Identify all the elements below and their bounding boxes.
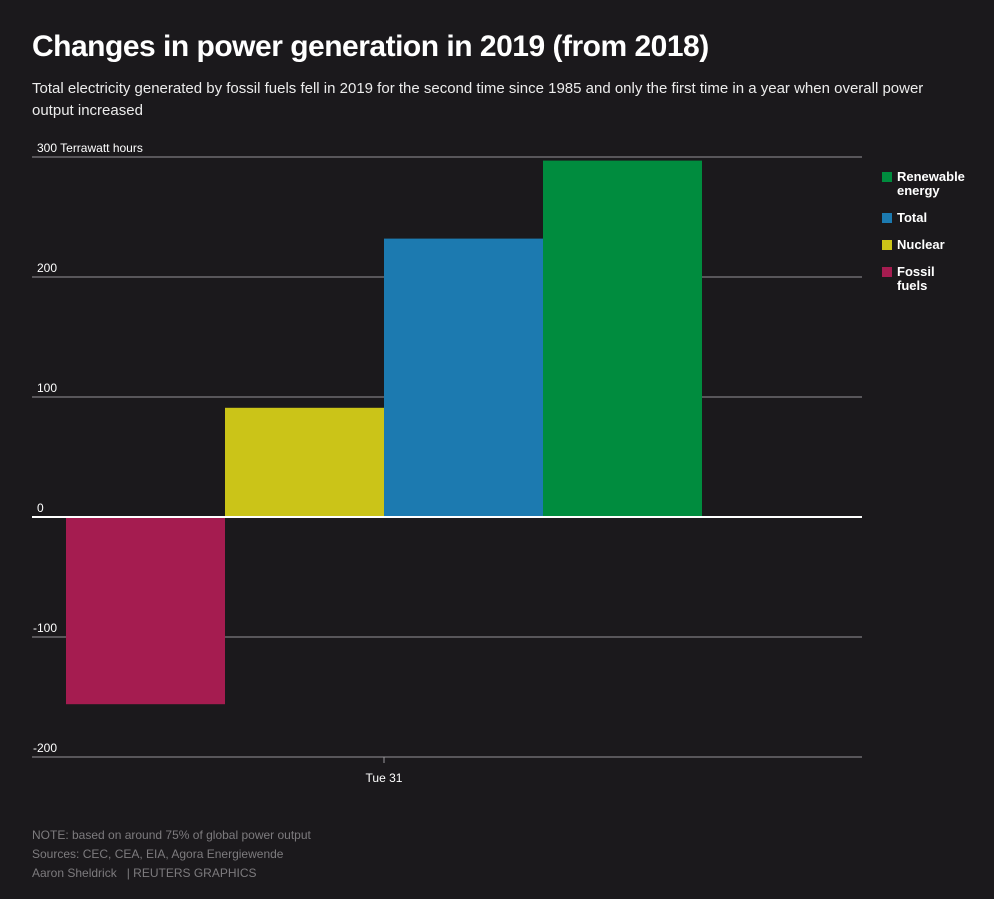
footer-credit: | REUTERS GRAPHICS (126, 866, 257, 880)
bar-renewable-energy (543, 160, 702, 517)
y-tick-label-100: 100 (37, 381, 57, 395)
bar-fossil-fuels (66, 517, 225, 705)
footer-note: NOTE: based on around 75% of global powe… (32, 828, 311, 842)
footer-author: Aaron Sheldrick (32, 866, 117, 880)
y-tick-label-neg-200: -200 (33, 741, 57, 755)
bar-nuclear (225, 407, 384, 517)
footer-sources: Sources: CEC, CEA, EIA, Agora Energiewen… (32, 847, 284, 861)
y-tick-label-200: 200 (37, 261, 57, 275)
legend-swatch-total (882, 213, 892, 223)
legend-swatch-nuclear (882, 240, 892, 250)
legend: Renewable energy Total Nuclear Fossil fu… (882, 170, 982, 306)
footer: NOTE: based on around 75% of global powe… (32, 826, 311, 883)
chart-title: Changes in power generation in 2019 (fro… (32, 30, 709, 63)
y-tick-label-neg-100: -100 (33, 621, 57, 635)
legend-item-total: Total (882, 211, 982, 225)
legend-item-renewable-energy: Renewable energy (882, 170, 982, 198)
legend-label-total: Total (897, 210, 928, 225)
chart-subtitle: Total electricity generated by fossil fu… (32, 80, 924, 119)
legend-label-renewable-energy: Renewable energy (897, 169, 965, 198)
y-tick-label-0: 0 (37, 501, 44, 515)
legend-label-fossil-fuels: Fossil fuels (897, 264, 935, 293)
legend-swatch-fossil-fuels (882, 267, 892, 277)
y-tick-label-300: 300 Terrawatt hours (37, 141, 143, 155)
legend-label-nuclear: Nuclear (897, 237, 945, 252)
x-tick-label: Tue 31 (366, 771, 403, 785)
bar-total (384, 238, 543, 517)
legend-item-nuclear: Nuclear (882, 238, 982, 252)
footer-credits: Aaron Sheldrick | REUTERS GRAPHICS (32, 864, 311, 883)
legend-item-fossil-fuels: Fossil fuels (882, 265, 982, 293)
legend-swatch-renewable-energy (882, 172, 892, 182)
